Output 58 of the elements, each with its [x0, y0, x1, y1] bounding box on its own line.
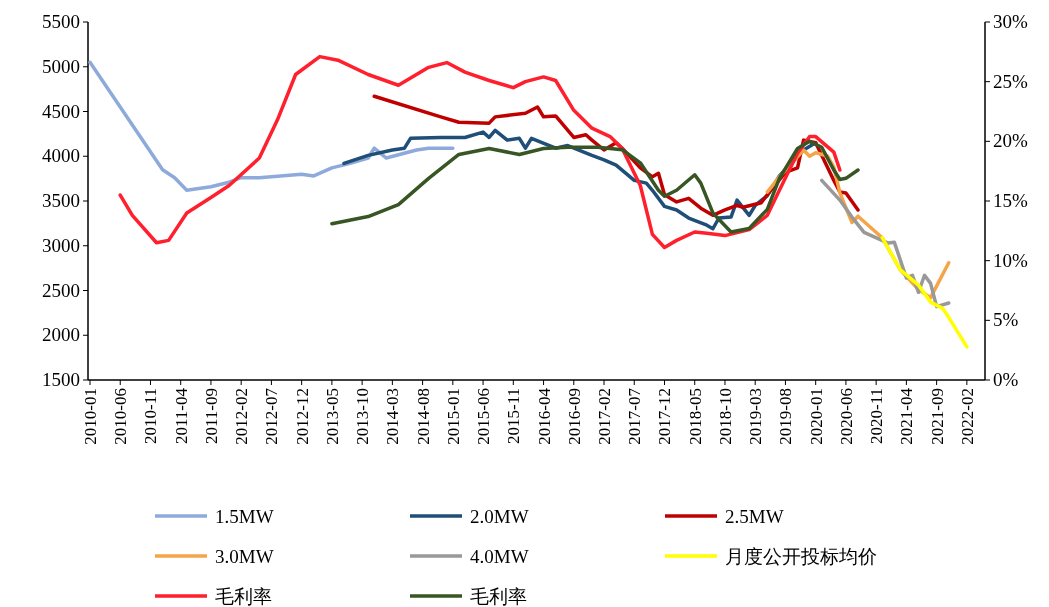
legend-label: 3.0MW [215, 546, 274, 567]
x-tick-label: 2012-07 [262, 387, 282, 445]
x-tick-label: 2013-05 [322, 388, 342, 445]
legend-label: 毛利率 [470, 586, 527, 607]
x-tick-label: 2015-01 [443, 388, 463, 445]
x-tick-label: 2017-02 [595, 388, 615, 445]
y2-tick-label: 0% [993, 369, 1019, 390]
x-tick-label: 2018-05 [685, 388, 705, 445]
x-tick-label: 2019-03 [746, 388, 766, 445]
x-tick-label: 2017-07 [625, 387, 645, 445]
x-tick-label: 2020-11 [867, 388, 887, 445]
x-tick-label: 2021-04 [897, 387, 917, 445]
x-tick-label: 2021-09 [927, 388, 947, 445]
x-tick-label: 2010-06 [111, 388, 131, 445]
y2-tick-label: 30% [993, 11, 1028, 32]
x-tick-label: 2014-03 [383, 388, 403, 445]
y2-tick-label: 15% [993, 190, 1028, 211]
y2-tick-label: 20% [993, 130, 1028, 152]
x-tick-label: 2019-08 [776, 388, 796, 445]
x-tick-label: 2022-02 [957, 388, 977, 445]
y-tick-label: 1500 [42, 369, 80, 390]
y-tick-label: 2500 [42, 279, 80, 301]
x-tick-label: 2011-09 [201, 388, 221, 445]
line-series [330, 139, 860, 234]
x-tick-label: 2020-06 [836, 388, 856, 445]
line-series [880, 235, 969, 349]
line-series [88, 60, 455, 193]
x-tick-label: 2017-12 [655, 388, 675, 445]
y-tick-label: 4500 [42, 100, 80, 122]
x-tick-label: 2016-04 [534, 387, 554, 445]
y2-tick-label: 5% [993, 309, 1019, 331]
x-tick-label: 2014-08 [413, 388, 433, 445]
x-tick-label: 2018-10 [715, 388, 735, 445]
y-tick-label: 5000 [42, 55, 80, 77]
x-tick-label: 2016-09 [564, 388, 584, 445]
x-tick-label: 2011-04 [171, 387, 191, 445]
y2-tick-label: 10% [993, 249, 1028, 271]
y-tick-label: 5500 [42, 11, 80, 32]
x-tick-label: 2020-01 [806, 388, 826, 445]
x-tick-label: 2013-10 [353, 388, 373, 445]
line-series [118, 54, 842, 250]
y-tick-label: 3500 [42, 190, 80, 211]
legend-label: 2.5MW [725, 506, 784, 527]
x-tick-label: 2010-11 [141, 388, 161, 445]
x-tick-label: 2015-11 [504, 388, 524, 445]
y-tick-label: 4000 [42, 145, 80, 167]
x-tick-label: 2010-01 [81, 388, 100, 445]
x-tick-label: 2015-06 [474, 388, 494, 445]
x-tick-label: 2012-02 [232, 388, 252, 445]
legend-label: 毛利率 [215, 586, 272, 607]
legend-label: 2.0MW [470, 506, 529, 527]
legend-label: 月度公开投标均价 [725, 546, 877, 567]
y2-tick-label: 25% [993, 70, 1028, 92]
x-tick-label: 2012-12 [292, 388, 312, 445]
y-tick-label: 2000 [42, 324, 80, 346]
y-tick-label: 3000 [42, 234, 80, 256]
legend-label: 4.0MW [470, 546, 529, 567]
legend-label: 1.5MW [215, 506, 274, 527]
